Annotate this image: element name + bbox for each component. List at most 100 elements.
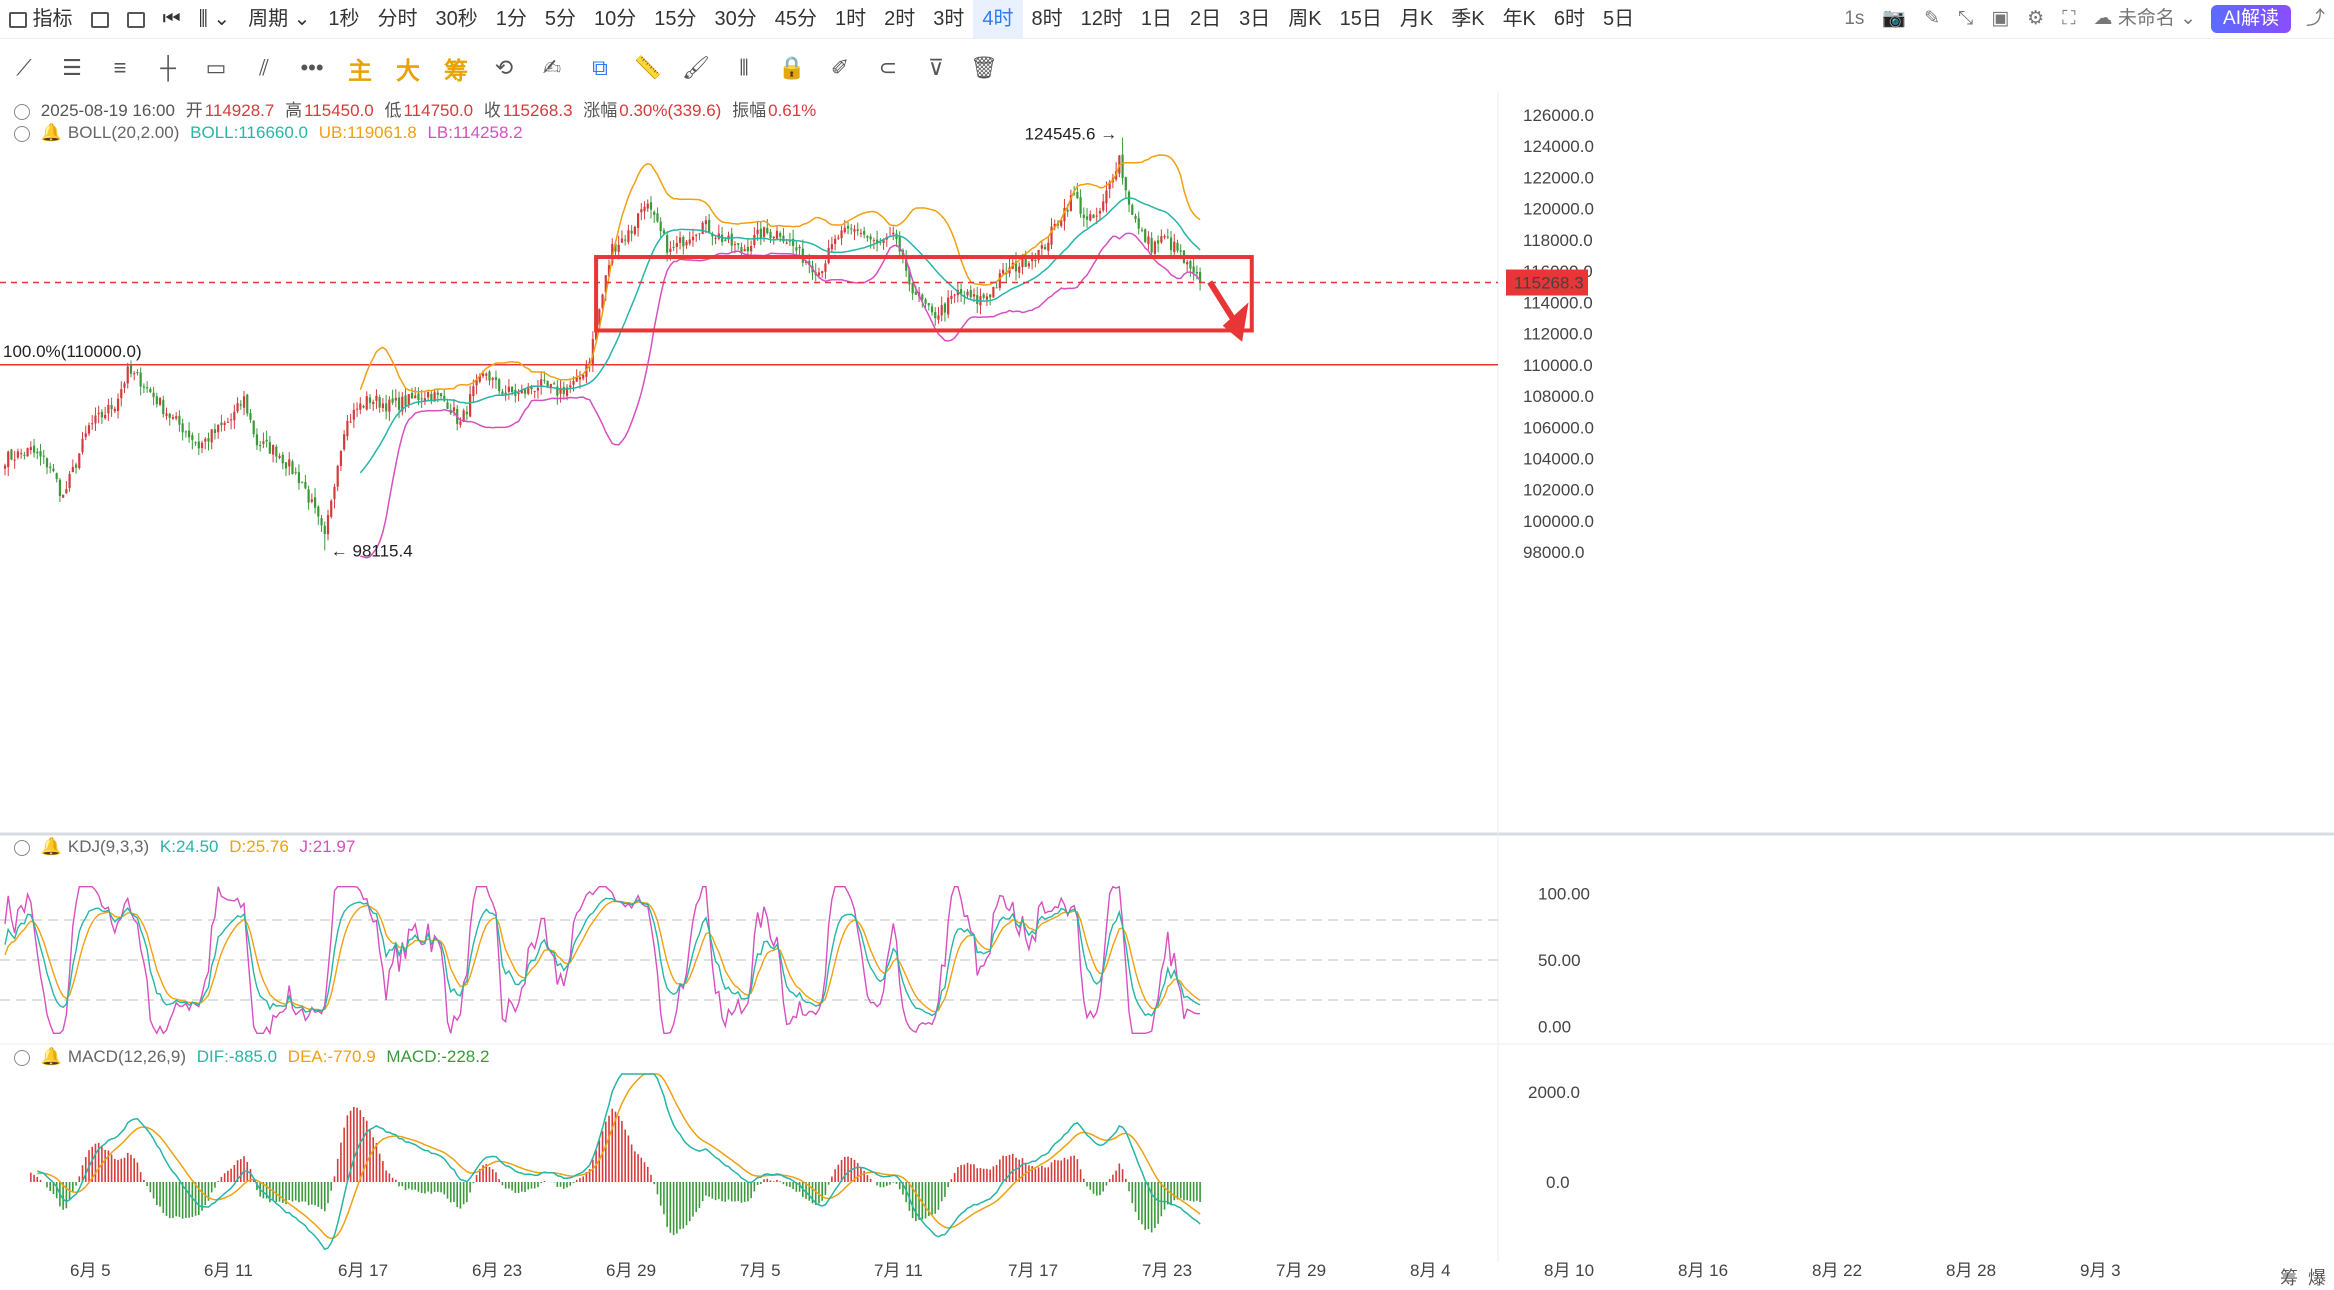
timeframe-20[interactable]: 月K [1399,8,1434,30]
cycle-tool[interactable]: ⟲ [480,46,528,90]
timeframe-17[interactable]: 3日 [1239,8,1271,30]
candle-body [265,439,268,442]
timeframe-7[interactable]: 30分 [714,8,757,30]
timeframe-6[interactable]: 15分 [654,8,697,30]
candle-body [1063,208,1066,222]
candle-body [1108,181,1111,190]
timeframe-15[interactable]: 1日 [1140,8,1173,30]
collapse-icon[interactable] [14,839,30,856]
timeframe-4[interactable]: 5分 [544,8,577,30]
pen-tool[interactable]: ✍ [528,46,576,90]
chip-toggle[interactable]: 筹 [2279,1268,2298,1288]
timeframe-14[interactable]: 12时 [1080,8,1123,30]
price-chart[interactable]: 100.0%(110000.0) 124545.6 → ← 98115.4 1260… [0,92,2334,1290]
chip-button[interactable]: 筹 [444,57,468,85]
timeframe-22[interactable]: 年K [1502,8,1536,30]
timeframe-9[interactable]: 1时 [835,8,867,30]
camera-button[interactable]: 📷 [1873,0,1915,38]
more-icon: ••• [300,55,324,80]
timeframe-18[interactable]: 周K [1288,8,1322,30]
main-button[interactable]: 主 [348,57,372,85]
chart-background [0,92,2334,1290]
magnet-tool[interactable]: ⊂ [864,46,912,90]
candle-body [346,420,349,437]
candle-body [850,228,853,230]
candle-body [992,287,995,298]
candle-body [488,371,491,381]
ai-analysis-button[interactable]: AI解读 [2211,5,2291,33]
timeframe-10[interactable]: 2时 [884,8,916,30]
cloud-save-button[interactable]: ☁ 未命名 ⌄ [2093,8,2197,29]
timeframe-11[interactable]: 3时 [933,8,965,30]
collapse-icon[interactable] [14,103,30,120]
filter-tool[interactable]: ⊽ [912,46,960,90]
period-menu[interactable]: 周期 ⌄ [239,0,319,38]
trendline-tool[interactable]: ⟋ [0,46,48,90]
candle-body [578,377,582,380]
copy-tool[interactable]: ⧉ [576,46,624,90]
note-icon: ✐ [830,55,850,80]
share-button[interactable]: ⤴ [2297,0,2334,38]
candle-body [511,386,514,393]
parallel-tool[interactable]: ☰ [48,46,96,90]
rect-tool[interactable]: ▭ [192,46,240,90]
lock-tool[interactable]: 🔒 [768,46,816,90]
candle-body [598,309,601,325]
timeframe-8[interactable]: 45分 [774,8,818,30]
settings-button[interactable]: ⚙ [2018,0,2053,38]
candle-body [385,403,388,412]
draw-button[interactable]: ✎ [1915,0,1949,38]
candle-body [333,486,336,500]
calendar-button[interactable] [82,0,118,38]
collapse-icon[interactable] [14,125,30,142]
candle-body [107,404,110,414]
main-pane: 100.0%(110000.0) 124545.6 → ← 98115.4 [0,125,1498,560]
fib-tool[interactable]: ⫽ [240,46,288,90]
indicator-menu[interactable]: 指标 [0,0,82,38]
timeframe-19[interactable]: 15日 [1339,8,1382,30]
candle-body [969,290,972,298]
candle-body [1098,210,1102,214]
timeframe-5[interactable]: 10分 [594,8,637,30]
timeframe-24[interactable]: 5日 [1603,8,1635,30]
indicator-icon [9,11,27,28]
candle-body [808,260,811,266]
big-button[interactable]: 大 [396,57,420,85]
replay-button[interactable]: ⏮ [154,0,190,38]
timeframe-13[interactable]: 8时 [1031,8,1063,30]
burst-toggle[interactable]: 爆 [2308,1268,2326,1288]
hline-tool[interactable]: ┼ [144,46,192,90]
candle-body [475,379,478,386]
timeframe-23[interactable]: 6时 [1553,8,1586,30]
note-tool[interactable]: ✐ [816,46,864,90]
candle-body [1053,224,1056,228]
candle-body [607,265,611,277]
ruler-tool[interactable]: 📏 [624,46,672,90]
candle-body [879,241,882,243]
timeframe-0[interactable]: 1秒 [328,8,360,30]
candle-body [126,366,129,384]
candle-body [527,386,530,394]
image-button[interactable]: ▣ [1982,0,2018,38]
fullscreen-button[interactable]: ⛶ [2053,0,2084,38]
fullscreen-exit-button[interactable]: ⤡ [1949,0,1982,38]
layout-button[interactable] [118,0,154,38]
timeframe-21[interactable]: 季K [1451,8,1485,30]
chart-type-button[interactable]: ⫼ ⌄ [190,0,240,38]
collapse-icon[interactable] [14,1049,30,1066]
candle-body [26,448,29,457]
brush-tool[interactable]: 🖌 [672,46,720,90]
interval-value[interactable]: 1s [1844,8,1865,29]
candle-body [343,434,346,450]
macd-name: MACD(12,26,9) [67,1047,187,1066]
bars-tool[interactable]: ⫴ [720,46,768,90]
more-tools[interactable]: ••• [288,46,336,90]
timeframe-1[interactable]: 分时 [377,8,418,30]
candle-body [824,263,827,272]
timeframe-12[interactable]: 4时 [973,0,1023,38]
timeframe-2[interactable]: 30秒 [435,8,478,30]
timeframe-16[interactable]: 2日 [1190,8,1222,30]
timeframe-3[interactable]: 1分 [495,8,527,30]
hlines-tool[interactable]: ≡ [96,46,144,90]
delete-tool[interactable]: 🗑 [960,46,1008,90]
